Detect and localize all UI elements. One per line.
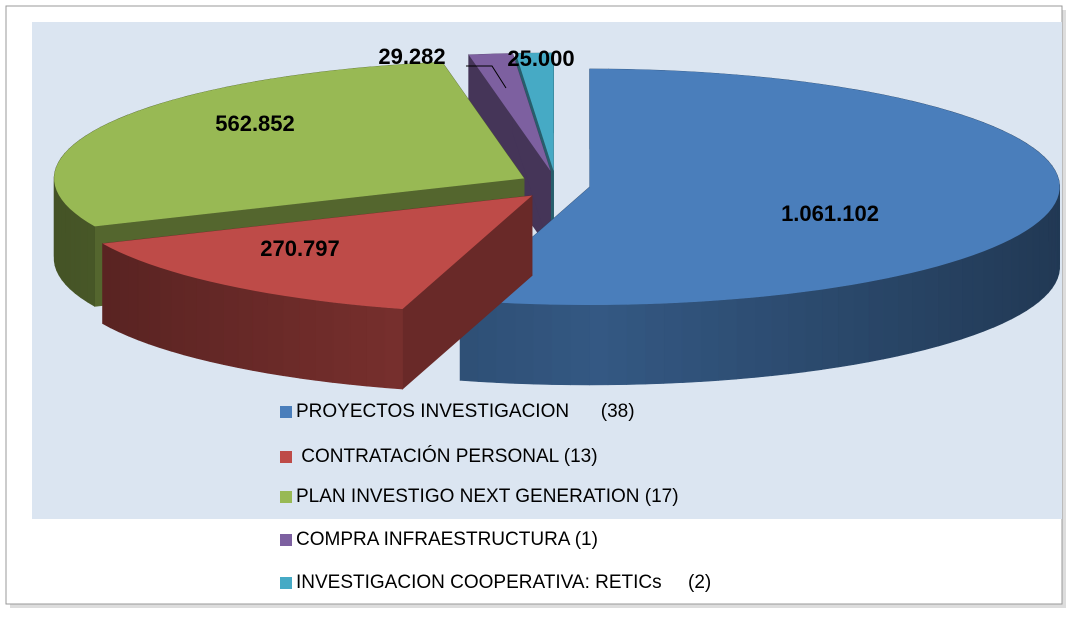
- slice-side: [805, 290, 821, 372]
- slice-side: [552, 305, 571, 385]
- slice-side: [87, 222, 94, 306]
- slice-side: [333, 302, 350, 384]
- slice-side: [589, 305, 608, 385]
- slice-side: [682, 302, 700, 383]
- legend-label: PLAN INVESTIGO NEXT GENERATION (17): [296, 486, 679, 507]
- slice-side: [210, 282, 224, 365]
- slice-side: [925, 266, 938, 349]
- slice-side: [771, 294, 788, 376]
- slice-side: [853, 282, 868, 365]
- legend-label: PROYECTOS INVESTIGACION (38): [296, 401, 635, 422]
- slice-side: [993, 243, 1002, 327]
- slice-side: [385, 308, 403, 389]
- slice-side: [70, 209, 75, 293]
- slice-side: [789, 292, 806, 374]
- slice-side: [284, 296, 300, 378]
- slice-side: [700, 300, 718, 381]
- slice-side: [57, 191, 59, 276]
- legend-label: CONTRATACIÓN PERSONAL (13): [296, 445, 598, 467]
- slice-side: [128, 256, 138, 340]
- slice-side: [496, 303, 514, 384]
- slice-side: [367, 306, 385, 388]
- slice-side: [1019, 231, 1026, 315]
- slice-side: [608, 305, 627, 385]
- data-label: 270.797: [260, 236, 340, 261]
- slice-side: [984, 247, 994, 331]
- slice-side: [160, 268, 172, 352]
- slice-side: [59, 195, 62, 280]
- slice-side: [316, 300, 333, 382]
- slice-side: [754, 296, 771, 378]
- slice-side: [884, 276, 898, 359]
- slice-side: [869, 279, 884, 362]
- slice-side: [268, 293, 284, 376]
- slice-side: [62, 200, 66, 285]
- slice-side: [1048, 208, 1052, 293]
- slice-side: [111, 248, 120, 332]
- slice-side: [253, 291, 268, 374]
- slice-side: [822, 287, 838, 369]
- slice-side: [950, 259, 962, 343]
- slice-side: [898, 273, 912, 356]
- slice-side: [515, 303, 534, 384]
- slice-side: [1026, 226, 1033, 310]
- slice-side: [350, 304, 367, 386]
- legend-label: INVESTIGACION COOPERATIVA: RETICs (2): [296, 572, 711, 593]
- slice-side: [149, 264, 160, 348]
- slice-side: [1052, 203, 1055, 288]
- slice-side: [171, 271, 183, 355]
- slice-side: [973, 251, 984, 335]
- slice-side: [300, 298, 316, 380]
- slice-side: [197, 278, 210, 361]
- slice-side: [1055, 199, 1057, 284]
- slice-side: [1044, 213, 1048, 298]
- slice-side: [1039, 217, 1044, 302]
- slice-side: [962, 255, 973, 339]
- slice-side: [103, 244, 111, 328]
- data-label: 25.000: [507, 46, 574, 71]
- slice-side: [1033, 222, 1039, 306]
- legend-swatch: [280, 406, 292, 418]
- slice-side: [838, 285, 854, 368]
- slice-side: [912, 270, 925, 353]
- slice-side: [533, 304, 552, 384]
- slice-side: [938, 263, 950, 347]
- slice-side: [1011, 235, 1019, 319]
- legend-swatch: [280, 491, 292, 503]
- slice-side: [184, 275, 197, 358]
- legend-swatch: [280, 577, 292, 589]
- slice-side: [66, 204, 70, 289]
- slice-side: [238, 288, 253, 371]
- slice-side: [664, 303, 682, 384]
- slice-side: [75, 213, 81, 297]
- slice-side: [571, 305, 590, 385]
- slice-side: [719, 299, 737, 380]
- slice-side: [1003, 239, 1012, 323]
- slice-side: [627, 304, 646, 384]
- slice-side: [138, 260, 148, 344]
- data-label: 562.852: [215, 111, 295, 136]
- legend-swatch: [280, 451, 292, 463]
- slice-side: [81, 218, 88, 302]
- data-label: 29.282: [378, 44, 445, 69]
- slice-side: [736, 298, 754, 380]
- legend-label: COMPRA INFRAESTRUCTURA (1): [296, 529, 598, 550]
- slice-side: [645, 303, 664, 384]
- data-label: 1.061.102: [781, 201, 879, 226]
- slice-side: [224, 285, 238, 368]
- legend-swatch: [280, 534, 292, 546]
- slice-side: [119, 252, 128, 336]
